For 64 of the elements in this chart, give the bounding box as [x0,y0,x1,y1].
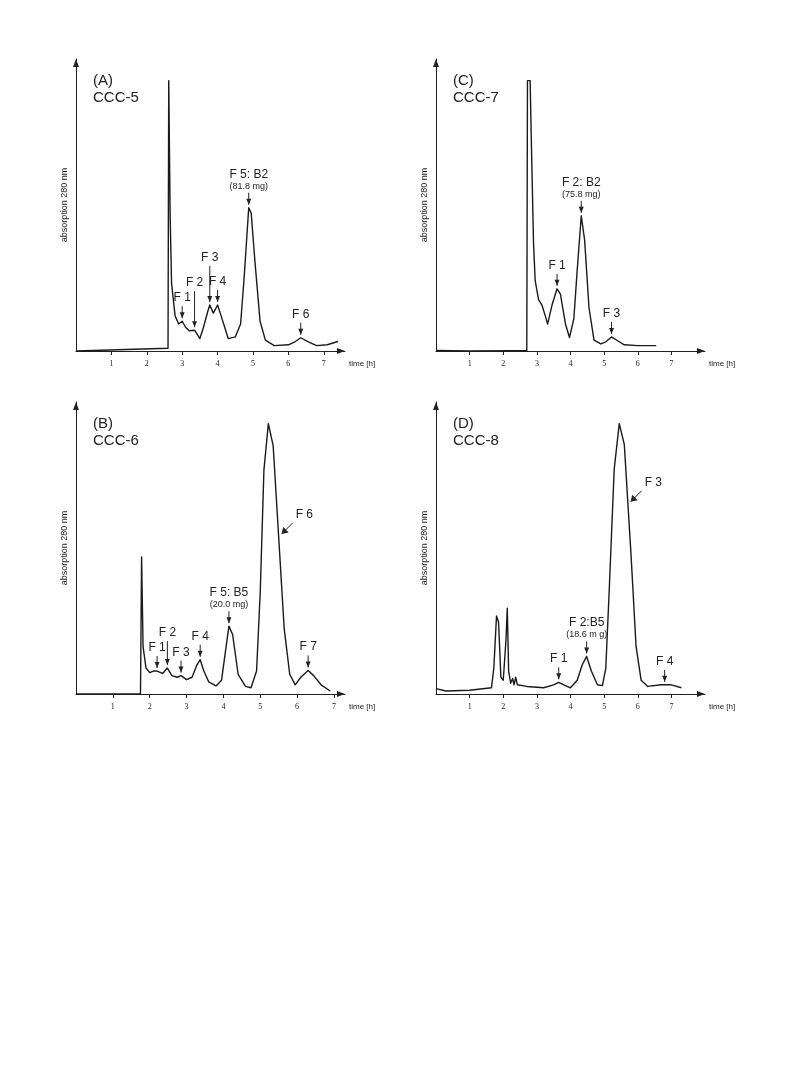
annotation: F 4 [655,653,674,668]
annotation: F 5: B5 (20.0 mg) [209,585,249,610]
x-tick-label: 5 [602,358,607,368]
annotation: F 7 [299,639,318,654]
y-axis-title: absorption 280 nm [58,510,69,586]
text: CCC-6 [93,431,139,448]
x-tick-label: 7 [321,358,326,368]
annotation: F 6 [295,506,314,521]
chart-title: (B) [93,414,113,431]
annotation: F 2 [158,625,177,640]
x-tick-label: 7 [669,358,674,368]
annotation: F 6 [292,306,310,321]
x-tick-label: 4 [215,358,220,368]
annotation: F 3 [644,474,663,489]
x-tick-label: 7 [669,701,674,711]
chart-title: (D) [453,414,474,431]
text: CCC-5 [93,88,139,105]
x-tick-label: 2 [144,358,149,368]
annotation: F 5: B2 (81.8 mg) [229,166,269,191]
annotation: F 4 [208,274,227,289]
text: CCC-8 [453,431,499,448]
x-tick-label: 1 [467,358,472,368]
x-tick-label: 7 [331,701,336,711]
annotation: F 1 [548,257,567,272]
y-axis-title: absorption 280 nm [58,167,69,243]
x-tick-label: 6 [635,701,640,711]
annotation: F 3 [172,644,191,659]
x-tick-label: 4 [568,358,573,368]
x-tick-label: 2 [501,358,506,368]
x-tick-label: 1 [109,358,114,368]
x-tick-label: 5 [250,358,255,368]
y-axis-title: absorption 280 nm [418,510,429,586]
x-tick-label: 6 [635,358,640,368]
y-axis-title: absorption 280 nm [418,167,429,243]
chart-title: (C) [453,71,474,88]
x-axis-title: time [h] [349,701,376,711]
x-tick-label: 3 [184,701,189,711]
x-tick-label: 4 [568,701,573,711]
x-tick-label: 4 [221,701,226,711]
x-tick-label: 3 [534,701,539,711]
annotation: F 1 [550,651,568,666]
x-tick-label: 1 [110,701,115,711]
annotation: F 1 [148,640,167,655]
x-tick-label: 5 [602,701,607,711]
x-tick-label: 3 [534,358,539,368]
annotation: F 3 [602,305,621,320]
annotation: F 3 [201,250,219,265]
x-tick-label: 6 [295,701,300,711]
x-tick-label: 2 [501,701,506,711]
x-axis-title: time [h] [709,358,736,368]
annotation: F 2:B5 (18.6 m g) [566,615,608,640]
x-axis-title: time [h] [349,358,376,368]
annotation: F 2: B2 (75.8 mg) [561,174,601,199]
x-axis-title: time [h] [709,701,736,711]
text: CCC-7 [453,88,499,105]
annotation: F 2 [185,275,204,290]
annotation: F 4 [191,628,210,643]
x-tick-label: 6 [286,358,291,368]
annotation: F 1 [173,290,192,305]
x-tick-label: 1 [467,701,472,711]
x-tick-label: 5 [258,701,263,711]
chart-title: (A) [93,71,113,88]
x-tick-label: 3 [180,358,185,368]
x-tick-label: 2 [147,701,152,711]
